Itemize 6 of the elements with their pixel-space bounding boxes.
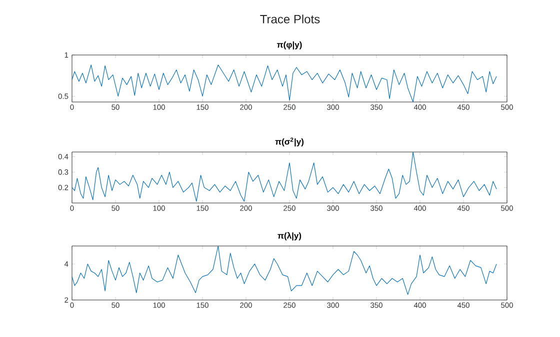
chart-title: π(λ|y)	[278, 232, 302, 240]
chart-subtitle: π(φ|y)	[276, 41, 302, 50]
line-series	[72, 152, 497, 202]
line-series	[72, 246, 497, 295]
chart-title: π(σ$^{2}$|y)	[275, 138, 304, 146]
chart-title: Trace Plots	[260, 14, 320, 24]
